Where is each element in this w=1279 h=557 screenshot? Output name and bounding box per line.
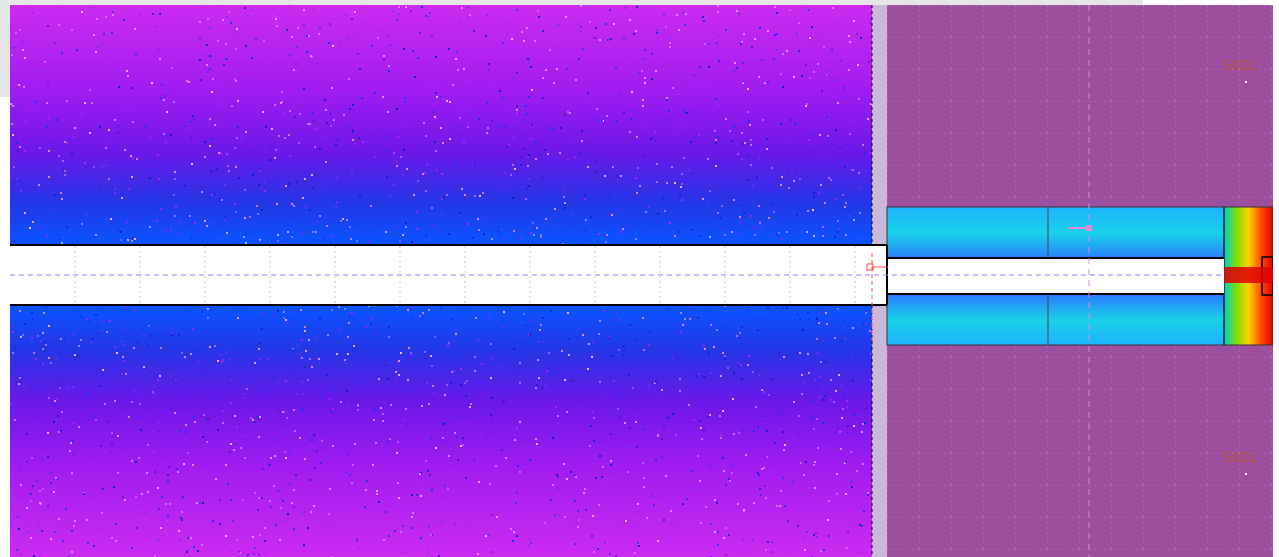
soil-marker-bottom bbox=[1245, 473, 1247, 475]
field-plot[interactable]: SOIL SOIL bbox=[10, 5, 1273, 557]
hot-core bbox=[1224, 267, 1273, 283]
inner-bore-channel bbox=[887, 258, 1224, 294]
upper-field-region bbox=[10, 5, 872, 245]
probe-marker bbox=[1086, 225, 1092, 231]
panel-left-edge bbox=[0, 97, 10, 557]
soil-label-top: SOIL bbox=[1224, 59, 1258, 74]
field-plot-canvas[interactable] bbox=[10, 5, 1273, 557]
soil-label-bottom: SOIL bbox=[1224, 451, 1258, 466]
soil-marker-top bbox=[1245, 81, 1247, 83]
lower-field-region bbox=[10, 305, 872, 557]
toolbar-strip bbox=[10, 0, 1143, 5]
panel-corner bbox=[0, 0, 10, 97]
bore-channel bbox=[10, 245, 887, 305]
right-lower-field bbox=[887, 295, 1273, 345]
right-upper-field bbox=[887, 207, 1273, 259]
